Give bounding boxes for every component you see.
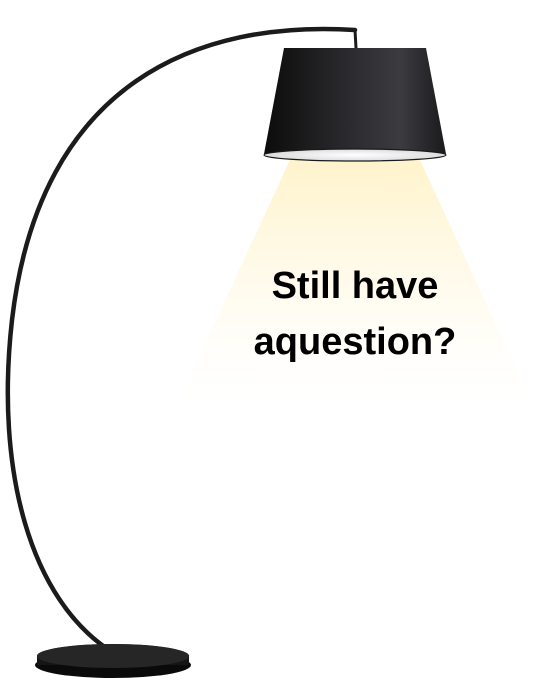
lamp-shade-rim <box>263 148 447 162</box>
light-beam <box>170 160 540 420</box>
still-have-a-question-heading: Still have aquestion? <box>195 258 515 370</box>
lamp-shade <box>264 48 446 154</box>
headline-line-2: aquestion? <box>253 321 457 363</box>
headline-line-1: Still have <box>271 265 439 307</box>
lamp-pole <box>5 26 358 655</box>
lamp-hook <box>353 28 358 50</box>
lamp-base-top <box>37 644 189 668</box>
